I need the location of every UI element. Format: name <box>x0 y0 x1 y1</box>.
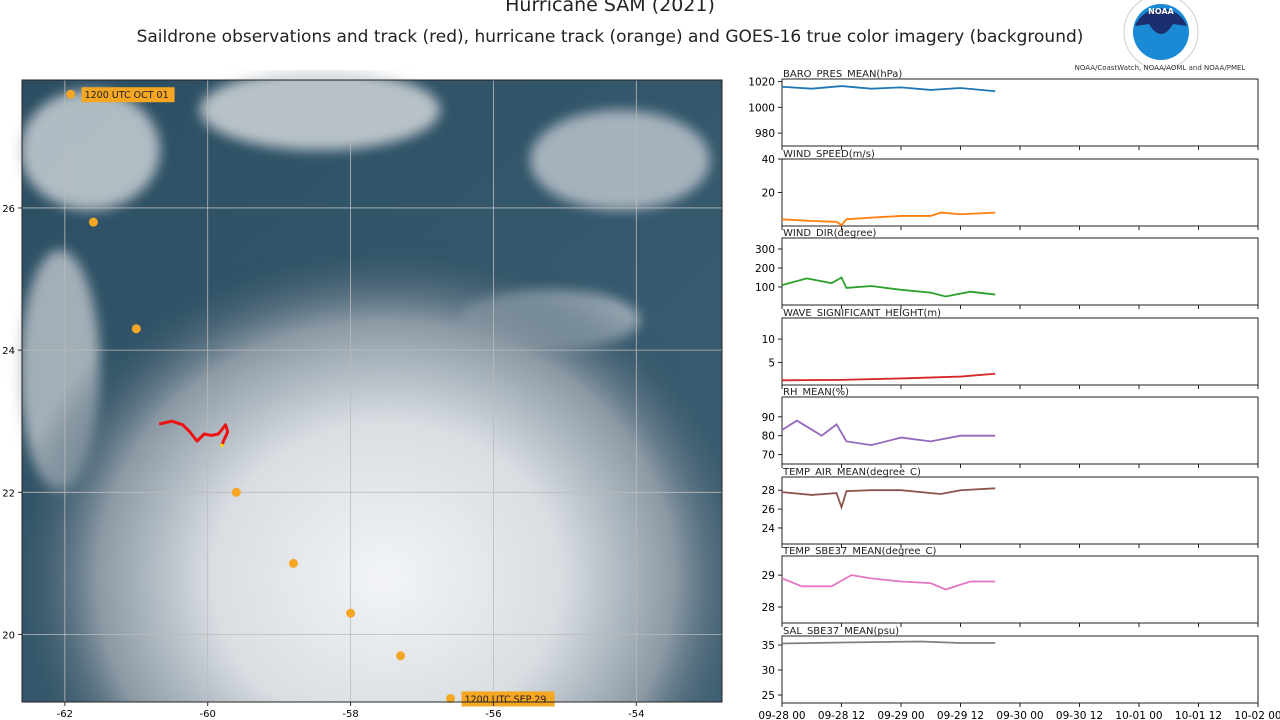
map-frame <box>21 79 723 703</box>
y-tick-label: 1020 <box>748 77 775 89</box>
y-tick-label: 26 <box>2 204 15 215</box>
panel-frame <box>781 635 1259 704</box>
hurricane-track-point <box>131 324 141 334</box>
map-chart: 1200 UTC OCT 01 1200 UTC SEP 29 -62 -60 -58… <box>2 70 723 720</box>
y-tick-label: 40 <box>762 154 775 166</box>
series-line <box>781 487 996 511</box>
y-tick-label: 29 <box>762 570 775 582</box>
saildrone-position <box>220 443 224 448</box>
hurricane-track-point <box>396 651 406 661</box>
x-tick-label: 09-28 00 <box>758 710 805 720</box>
annotation-label: 1200 UTC SEP 29 <box>465 694 547 705</box>
y-tick-label: 10 <box>762 334 775 346</box>
noaa-logo: NOAA <box>1123 0 1199 70</box>
series-line <box>781 85 996 93</box>
x-tick-label: 10-01 00 <box>1115 710 1162 720</box>
x-tick-label: -56 <box>485 709 501 720</box>
y-tick-label: 70 <box>762 450 775 462</box>
y-tick-label: 24 <box>762 523 776 535</box>
figure-subtitle: Saildrone observations and track (red), … <box>136 27 1084 47</box>
panel-title: WIND_DIR(degree) <box>783 228 877 239</box>
x-tick-label: -62 <box>57 709 73 720</box>
y-tick-label: 35 <box>762 640 775 652</box>
panel-title: TEMP_AIR_MEAN(degree_C) <box>782 467 921 478</box>
x-tick-label: 10-02 00 <box>1234 710 1280 720</box>
series-line <box>781 372 996 382</box>
y-tick-label: 20 <box>2 630 15 641</box>
hurricane-track-point <box>88 217 98 227</box>
y-tick-label: 5 <box>768 358 775 370</box>
panel-frame <box>781 237 1259 306</box>
series-line <box>781 419 996 447</box>
y-tick-label: 90 <box>762 412 775 424</box>
hurricane-track-point <box>231 487 241 497</box>
annotation-label: 1200 UTC OCT 01 <box>85 90 169 101</box>
x-tick-label: 09-28 12 <box>818 710 865 720</box>
x-tick-label: -58 <box>342 709 358 720</box>
y-tick-label: 20 <box>762 188 775 200</box>
series-line <box>781 211 996 227</box>
series-line <box>781 574 996 591</box>
panel-frame <box>781 555 1259 624</box>
y-tick-label: 80 <box>762 431 775 443</box>
panel-title: BARO_PRES_MEAN(hPa) <box>783 69 902 80</box>
y-tick-label: 25 <box>762 690 775 702</box>
series-line <box>781 276 996 298</box>
y-tick-label: 28 <box>762 485 775 497</box>
panel-frame <box>781 78 1259 147</box>
x-tick-label: 09-30 00 <box>996 710 1043 720</box>
x-tick-label: 09-29 00 <box>877 710 924 720</box>
x-tick-label: 09-29 12 <box>937 710 984 720</box>
x-tick-label: -54 <box>628 709 644 720</box>
x-tick-label: 10-01 12 <box>1175 710 1222 720</box>
x-tick-label: 09-30 12 <box>1056 710 1103 720</box>
saildrone-track <box>158 419 230 446</box>
goes16-imagery <box>20 70 722 702</box>
y-tick-label: 300 <box>755 244 775 256</box>
y-tick-label: 30 <box>762 665 775 677</box>
annotation-box <box>81 87 175 103</box>
panel-title: WIND_SPEED(m/s) <box>783 149 875 160</box>
panel-frame <box>781 317 1259 386</box>
y-tick-label: 100 <box>755 282 775 294</box>
panel-frame <box>781 396 1259 465</box>
x-tick-label: -60 <box>200 709 216 720</box>
panel-title: SAL_SBE37_MEAN(psu) <box>783 626 899 637</box>
svg-text:NOAA: NOAA <box>1148 7 1174 16</box>
panel-frame <box>781 476 1259 545</box>
hurricane-track-point <box>446 693 456 703</box>
y-tick-label: 1000 <box>748 102 775 114</box>
y-tick-label: 26 <box>762 504 776 516</box>
panel-frame <box>781 158 1259 227</box>
y-tick-label: 24 <box>2 346 15 357</box>
y-tick-label: 22 <box>2 488 15 499</box>
annotation-box <box>461 691 555 707</box>
figure-title: Hurricane SAM (2021) <box>505 0 715 16</box>
hurricane-track-point <box>288 558 298 568</box>
credit-text: NOAA/CoastWatch, NOAA/AOML and NOAA/PMEL <box>1074 64 1246 72</box>
panel-title: WAVE_SIGNIFICANT_HEIGHT(m) <box>783 308 941 319</box>
hurricane-track-point <box>66 89 76 99</box>
y-tick-label: 28 <box>762 602 775 614</box>
y-tick-label: 980 <box>755 128 775 140</box>
panel-title: RH_MEAN(%) <box>783 387 849 398</box>
series-line <box>781 640 996 645</box>
hurricane-track-point <box>346 608 356 618</box>
y-tick-label: 200 <box>755 263 775 275</box>
panel-title: TEMP_SBE37_MEAN(degree_C) <box>782 546 937 557</box>
